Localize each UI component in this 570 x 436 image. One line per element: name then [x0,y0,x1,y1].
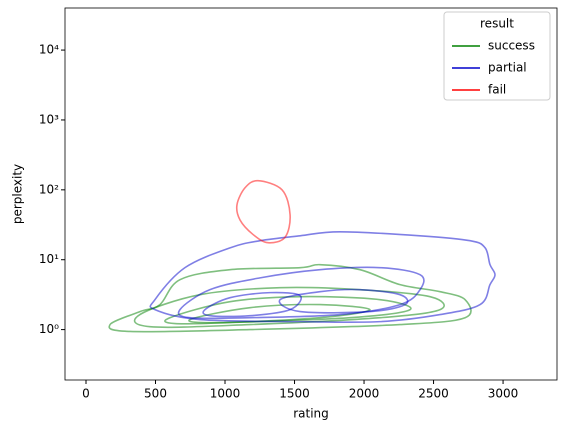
legend-label: fail [488,83,506,97]
y-tick-label: 10⁴ [39,43,59,57]
y-tick-label: 10¹ [39,252,59,266]
y-axis-label: perplexity [11,164,25,224]
contour [149,230,496,324]
x-tick-label: 3000 [488,387,519,401]
legend-label: success [488,39,535,53]
contour [177,266,425,320]
contour [164,295,412,325]
x-axis-label: rating [293,407,329,421]
plot-frame [64,7,558,381]
legend-label: partial [488,61,527,75]
x-tick-label: 500 [144,387,167,401]
x-tick-label: 1500 [279,387,310,401]
contour [133,286,445,329]
legend-title: result [480,17,514,31]
contour [108,263,472,333]
y-tick-label: 10² [39,182,59,196]
contour [202,291,302,318]
legend-box [443,11,551,101]
x-tick-label: 0 [82,387,90,401]
y-tick-label: 10⁰ [39,322,59,336]
x-tick-label: 2000 [349,387,380,401]
contour [235,179,291,244]
x-tick-label: 1000 [210,387,241,401]
y-tick-label: 10³ [39,112,59,126]
contour [278,288,409,314]
x-tick-label: 2500 [418,387,449,401]
contour [188,303,371,324]
